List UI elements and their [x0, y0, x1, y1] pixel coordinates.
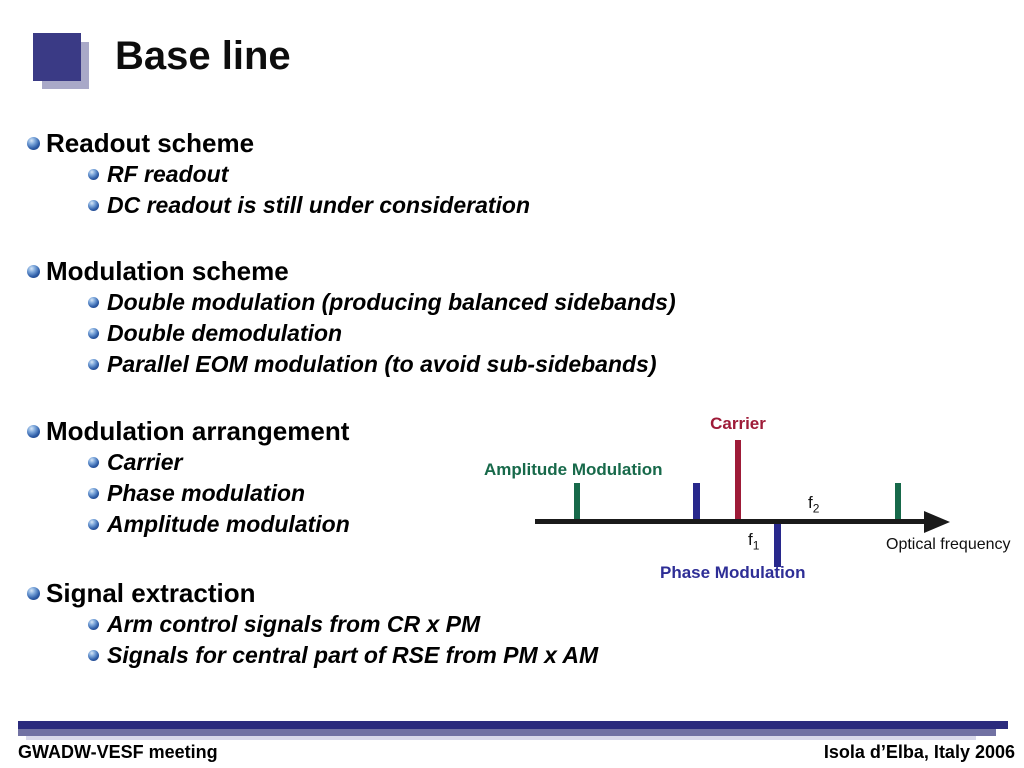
list-item-label: Phase modulation: [107, 480, 306, 506]
bullet-ball-icon: [88, 619, 99, 630]
section-readout-scheme: Readout scheme RF readout DC readout is …: [27, 127, 530, 221]
footer-bar-slate: [18, 729, 996, 736]
list-item: Amplitude modulation: [88, 509, 350, 540]
section-heading-label: Readout scheme: [46, 127, 255, 158]
footer-location-date: Isola d’Elba, Italy 2006: [823, 742, 1015, 762]
carrier-tick: [735, 440, 741, 523]
list-item-label: Parallel EOM modulation (to avoid sub-si…: [107, 351, 657, 377]
phase-sideband-right-tick: [774, 524, 781, 567]
amplitude-sideband-right-tick: [895, 483, 901, 523]
bullet-ball-icon: [88, 169, 99, 180]
list-item-label: Signals for central part of RSE from PM …: [107, 642, 599, 668]
list-item: RF readout: [88, 159, 530, 190]
bullet-ball-icon: [88, 519, 99, 530]
frequency-spectrum-diagram: Carrier Amplitude Modulation f2 f1 Phase…: [460, 405, 1024, 600]
bullet-ball-icon: [88, 297, 99, 308]
section-heading: Modulation scheme: [27, 255, 676, 287]
bullet-ball-icon: [27, 264, 40, 278]
section-heading-label: Modulation arrangement: [46, 415, 350, 446]
frequency-axis-line: [535, 519, 928, 524]
bullet-ball-icon: [88, 328, 99, 339]
bullet-ball-icon: [88, 359, 99, 370]
section-signal-extraction: Signal extraction Arm control signals fr…: [27, 577, 598, 671]
f1-subscript: 1: [752, 538, 760, 553]
f1-label: f1: [748, 530, 759, 552]
carrier-label: Carrier: [710, 414, 766, 433]
axis-arrowhead-icon: [924, 511, 950, 533]
phase-sideband-left-tick: [693, 483, 700, 523]
list-item-label: Amplitude modulation: [107, 511, 350, 537]
slide-title: Base line: [115, 34, 291, 78]
list-item-label: Double modulation (producing balanced si…: [107, 289, 676, 315]
section-heading: Signal extraction: [27, 577, 598, 609]
footer-bar-navy: [18, 721, 1008, 729]
list-item: Signals for central part of RSE from PM …: [88, 640, 598, 671]
bullet-ball-icon: [88, 488, 99, 499]
list-item-label: Double demodulation: [107, 320, 343, 346]
section-heading: Readout scheme: [27, 127, 530, 159]
title-square-bullet: [33, 33, 81, 81]
f1-base: f: [748, 530, 753, 549]
f2-subscript: 2: [812, 501, 820, 516]
list-item: Parallel EOM modulation (to avoid sub-si…: [88, 349, 676, 380]
list-item: DC readout is still under consideration: [88, 190, 530, 221]
section-heading: Modulation arrangement: [27, 415, 350, 447]
section-heading-label: Signal extraction: [46, 577, 256, 608]
list-item-label: DC readout is still under consideration: [107, 192, 531, 218]
bullet-ball-icon: [88, 200, 99, 211]
bullet-ball-icon: [88, 457, 99, 468]
amplitude-modulation-label: Amplitude Modulation: [484, 460, 663, 479]
amplitude-sideband-left-tick: [574, 483, 580, 523]
phase-modulation-label: Phase Modulation: [660, 563, 806, 582]
section-heading-label: Modulation scheme: [46, 255, 289, 286]
list-item: Phase modulation: [88, 478, 350, 509]
bullet-ball-icon: [27, 424, 40, 438]
optical-frequency-label: Optical frequency: [886, 536, 1011, 553]
f2-label: f2: [808, 493, 819, 515]
list-item-label: Arm control signals from CR x PM: [107, 611, 481, 637]
section-modulation-scheme: Modulation scheme Double modulation (pro…: [27, 255, 676, 380]
list-item-label: Carrier: [107, 449, 183, 475]
footer-meeting-name: GWADW-VESF meeting: [18, 742, 218, 762]
bullet-ball-icon: [27, 586, 40, 600]
section-modulation-arrangement: Modulation arrangement Carrier Phase mod…: [27, 415, 350, 540]
f2-base: f: [808, 493, 813, 512]
bullet-ball-icon: [88, 650, 99, 661]
list-item-label: RF readout: [107, 161, 229, 187]
list-item: Double demodulation: [88, 318, 676, 349]
list-item: Double modulation (producing balanced si…: [88, 287, 676, 318]
footer-bar-shadow: [26, 736, 976, 740]
list-item: Arm control signals from CR x PM: [88, 609, 598, 640]
bullet-ball-icon: [27, 136, 40, 150]
list-item: Carrier: [88, 447, 350, 478]
